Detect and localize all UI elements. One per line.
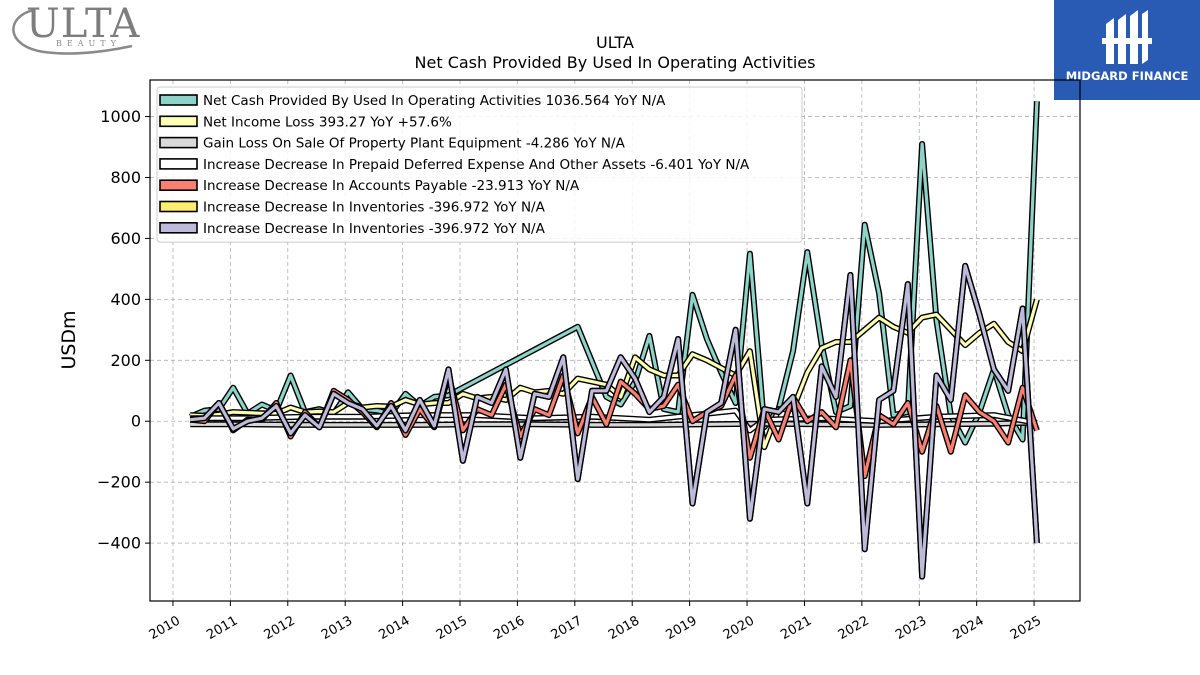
legend-swatch xyxy=(159,158,198,170)
legend-label: Increase Decrease In Inventories -396.97… xyxy=(203,200,546,216)
series-6-line xyxy=(190,264,1039,579)
x-tick-label: 2014 xyxy=(376,613,412,643)
midgard-finance-logo: MIDGARD FINANCE xyxy=(1054,0,1200,100)
y-tick-label: 200 xyxy=(110,351,141,370)
legend-swatch xyxy=(159,115,198,128)
legend-box xyxy=(156,86,803,243)
x-tick-label: 2012 xyxy=(262,613,298,643)
y-tick-label: 600 xyxy=(110,229,141,248)
x-tick-label: 2024 xyxy=(951,613,987,643)
legend-label: Increase Decrease In Inventories -396.97… xyxy=(203,221,546,237)
legend-label: Net Income Loss 393.27 YoY +57.6% xyxy=(203,114,452,130)
midgard-emblem-icon xyxy=(1102,10,1152,64)
legend-swatch xyxy=(159,200,198,213)
y-tick-label: −200 xyxy=(97,473,141,492)
legend-swatch xyxy=(159,179,198,191)
legend-swatch xyxy=(159,136,198,149)
chart-subtitle: Net Cash Provided By Used In Operating A… xyxy=(415,53,816,72)
y-axis-label: USDm xyxy=(58,310,80,369)
x-tick-label: 2016 xyxy=(491,613,527,643)
series-2-line xyxy=(190,420,1037,427)
x-tick-label: 2011 xyxy=(204,613,240,643)
midgard-finance-name: MIDGARD FINANCE xyxy=(1065,69,1189,83)
legend-label: Gain Loss On Sale Of Property Plant Equi… xyxy=(203,136,626,152)
x-tick-label: 2022 xyxy=(836,613,872,643)
plot-frame xyxy=(149,79,1081,602)
ulta-swoosh-icon xyxy=(12,8,133,55)
ulta-beauty-logo: ULTA BEAUTY xyxy=(4,2,139,57)
legend: Net Cash Provided By Used In Operating A… xyxy=(156,86,803,243)
x-tick-label: 2018 xyxy=(606,613,642,643)
y-tick-label: −400 xyxy=(97,534,141,553)
x-tick-label: 2021 xyxy=(778,613,814,643)
x-tick-label: 2025 xyxy=(1008,613,1044,643)
chart-title: ULTA xyxy=(596,33,634,52)
legend-label: Net Cash Provided By Used In Operating A… xyxy=(203,93,666,109)
legend-swatch xyxy=(159,222,198,234)
x-tick-label: 2017 xyxy=(549,613,585,643)
ulta-logo-subtext: BEAUTY xyxy=(56,39,121,48)
ulta-logo-wordmark: ULTA xyxy=(26,1,141,47)
series-1-line xyxy=(190,298,1039,449)
x-tick-label: 2013 xyxy=(319,613,355,643)
x-tick-label: 2023 xyxy=(893,613,929,643)
y-tick-label: 400 xyxy=(110,290,141,309)
x-tick-label: 2010 xyxy=(147,613,183,643)
legend-label: Increase Decrease In Accounts Payable -2… xyxy=(203,178,580,194)
y-tick-label: 800 xyxy=(110,168,141,187)
y-tick-label: 0 xyxy=(131,412,141,431)
legend-swatch xyxy=(159,94,198,106)
y-tick-label: 1000 xyxy=(100,107,141,126)
series-lines xyxy=(189,101,1040,580)
legend-label: Increase Decrease In Prepaid Deferred Ex… xyxy=(203,157,750,173)
x-tick-label: 2015 xyxy=(434,613,470,643)
x-tick-label: 2020 xyxy=(721,613,757,643)
x-tick-label: 2019 xyxy=(663,613,699,643)
